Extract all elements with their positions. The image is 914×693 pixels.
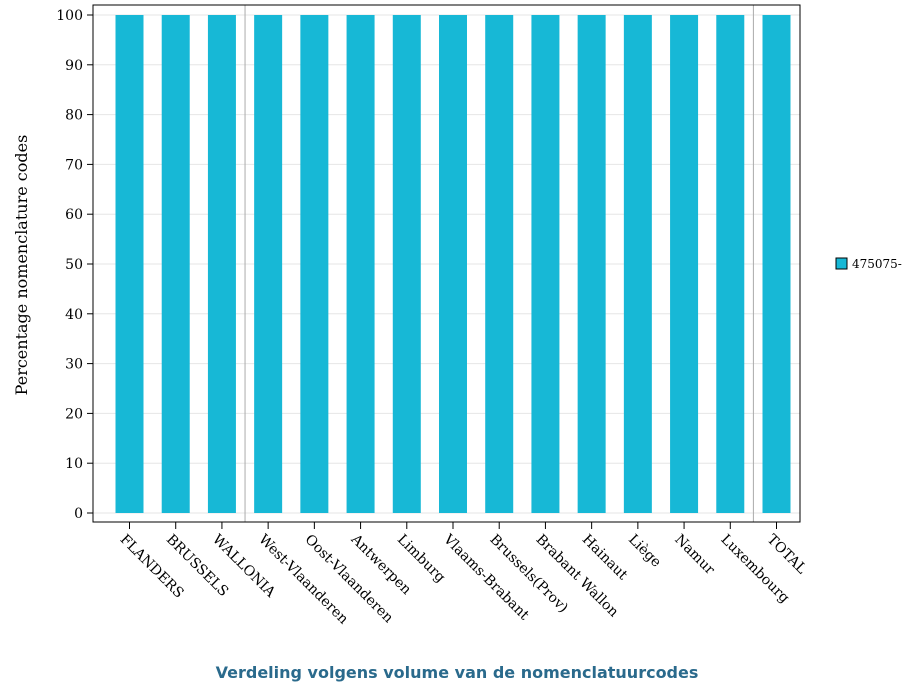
y-tick-label: 100 [56, 8, 83, 24]
y-tick-label: 10 [65, 456, 83, 472]
x-axis: FLANDERSBRUSSELSWALLONIAWest-VlaanderenO… [117, 522, 810, 627]
y-tick-label: 30 [65, 357, 83, 373]
bar [485, 15, 514, 513]
x-tick-label: Brussels(Prov) [486, 532, 571, 617]
bar [762, 15, 791, 513]
y-tick-label: 80 [65, 108, 83, 124]
y-tick-label: 90 [65, 58, 83, 74]
x-tick-label: Oost-Vlaanderen [302, 532, 397, 627]
bar [346, 15, 375, 513]
y-tick-label: 0 [74, 506, 83, 522]
chart-title: Verdeling volgens volume van de nomencla… [215, 663, 699, 682]
bar [254, 15, 283, 513]
y-tick-label: 50 [65, 257, 83, 273]
bar [670, 15, 699, 513]
x-tick-label: Vlaams-Brabant [439, 531, 532, 624]
y-axis-label: Percentage nomenclature codes [12, 135, 31, 396]
x-tick-label: Brabant Wallon [533, 532, 622, 621]
y-tick-label: 70 [65, 157, 83, 173]
bar [531, 15, 560, 513]
y-tick-label: 40 [65, 307, 83, 323]
bar [439, 15, 467, 513]
bar [161, 15, 190, 513]
bar [716, 15, 745, 513]
bar [623, 15, 652, 513]
x-tick-label: Liège [625, 532, 664, 571]
legend-swatch [835, 257, 848, 270]
bar [207, 15, 236, 513]
y-tick-label: 60 [65, 207, 83, 223]
bar [392, 15, 421, 513]
legend-label: 475075- [852, 257, 902, 271]
bar [577, 15, 606, 513]
bar [115, 15, 144, 513]
bars [115, 15, 791, 513]
legend: 475075- [835, 257, 902, 271]
bar [300, 15, 329, 513]
x-tick-label: Namur [671, 532, 718, 579]
x-tick-label: TOTAL [764, 532, 810, 578]
y-axis: 0 10 20 30 40 50 60 70 80 90 100 [56, 8, 93, 522]
y-tick-label: 20 [65, 406, 83, 422]
group-separators [244, 5, 754, 522]
